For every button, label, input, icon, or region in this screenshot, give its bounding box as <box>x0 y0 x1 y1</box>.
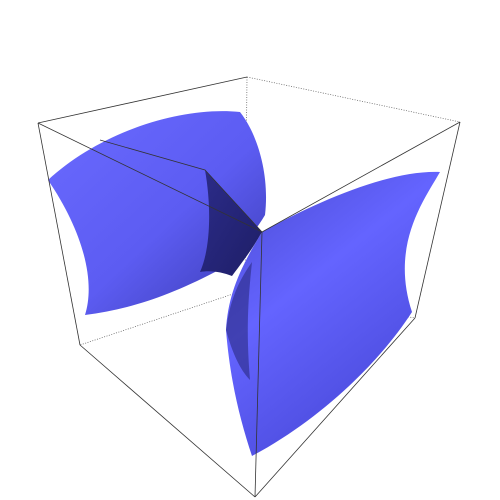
surface <box>48 111 440 456</box>
box-edge <box>37 76 248 124</box>
box-edge <box>37 122 263 233</box>
box-edge <box>254 317 416 498</box>
box-edge <box>414 121 461 319</box>
box-edge <box>37 122 81 346</box>
box-edge <box>261 121 461 233</box>
surface-edge <box>99 139 263 233</box>
surface-lobe-right <box>226 171 440 456</box>
surface-shadow <box>226 262 252 380</box>
box-front-edges <box>37 76 461 498</box>
box-edge <box>254 231 263 498</box>
surface-fold <box>200 170 262 276</box>
box-edge <box>79 344 256 498</box>
box-edge <box>246 76 461 123</box>
